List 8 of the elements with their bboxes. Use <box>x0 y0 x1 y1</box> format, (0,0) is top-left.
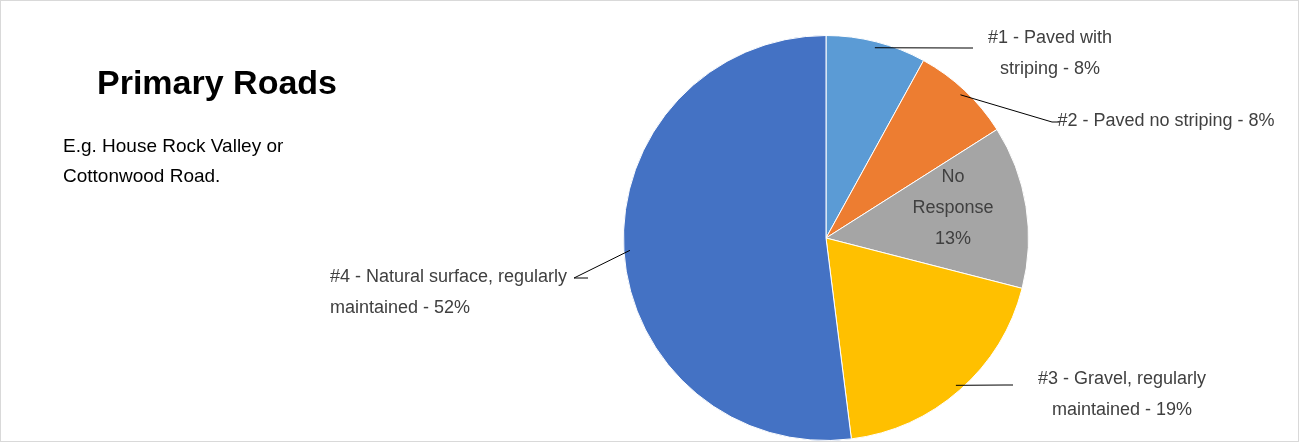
slice-label: No Response <box>912 165 994 217</box>
slice-label: #4 - Natural surface, regularly maintained - 52% <box>330 265 568 317</box>
data-label: 13% <box>934 227 972 248</box>
text: Primary Roads <box>97 63 337 102</box>
slice-label: #1 - Paved with striping - 8% <box>987 26 1113 78</box>
slice-label: #2 - Paved no striping - 8% <box>1057 109 1275 130</box>
text: E.g. House Rock Valley or Cottonwood Road. <box>63 134 285 188</box>
slice-label: #3 - Gravel, regularly maintained - 19% <box>1037 367 1207 419</box>
